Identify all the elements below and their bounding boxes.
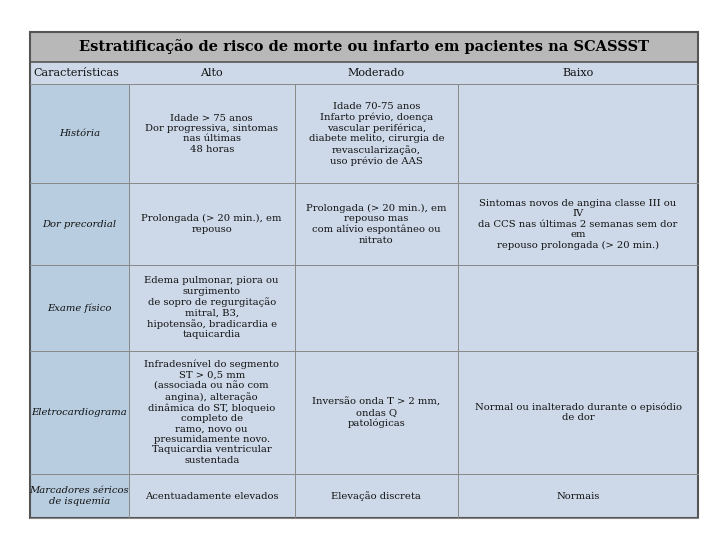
Text: Elevação discreta: Elevação discreta xyxy=(331,491,421,501)
Text: Sintomas novos de angina classe III ou
IV
da CCS nas últimas 2 semanas sem dor
e: Sintomas novos de angina classe III ou I… xyxy=(478,199,678,249)
Text: Prolongada (> 20 min.), em
repouso mas
com alívio espontâneo ou
nitrato: Prolongada (> 20 min.), em repouso mas c… xyxy=(306,204,446,245)
Text: Idade > 75 anos
Dor progressiva, sintomas
nas últimas
48 horas: Idade > 75 anos Dor progressiva, sintoma… xyxy=(145,113,278,154)
Text: Idade 70-75 anos
Infarto prévio, doença
vascular periférica,
diabete melito, cir: Idade 70-75 anos Infarto prévio, doença … xyxy=(309,102,444,166)
Text: Prolongada (> 20 min.), em
repouso: Prolongada (> 20 min.), em repouso xyxy=(141,214,282,234)
Text: Exame físico: Exame físico xyxy=(48,303,112,313)
Bar xyxy=(30,474,129,518)
Bar xyxy=(30,265,129,350)
Bar xyxy=(30,350,129,474)
Text: Alto: Alto xyxy=(200,68,223,78)
Text: Marcadores séricos
de isquemia: Marcadores séricos de isquemia xyxy=(30,487,130,506)
Text: Baixo: Baixo xyxy=(562,68,594,78)
Text: Eletrocardiograma: Eletrocardiograma xyxy=(32,408,127,417)
Text: Normal ou inalterado durante o episódio
de dor: Normal ou inalterado durante o episódio … xyxy=(474,402,682,422)
Text: Inversão onda T > 2 mm,
ondas Q
patológicas: Inversão onda T > 2 mm, ondas Q patológi… xyxy=(312,397,441,428)
Text: Edema pulmonar, piora ou
surgimento
de sopro de regurgitação
mitral, B3,
hipoten: Edema pulmonar, piora ou surgimento de s… xyxy=(145,276,279,339)
Text: História: História xyxy=(59,129,100,138)
Text: Infradesnível do segmento
ST > 0,5 mm
(associada ou não com
angina), alteração
d: Infradesnível do segmento ST > 0,5 mm (a… xyxy=(144,360,279,465)
Bar xyxy=(30,184,129,265)
Bar xyxy=(30,32,698,62)
Text: Dor precordial: Dor precordial xyxy=(42,220,117,228)
Text: Características: Características xyxy=(33,68,119,78)
Text: Moderado: Moderado xyxy=(348,68,405,78)
Bar xyxy=(30,84,129,184)
Text: Acentuadamente elevados: Acentuadamente elevados xyxy=(145,491,279,501)
Text: Estratificação de risco de morte ou infarto em pacientes na SCASSST: Estratificação de risco de morte ou infa… xyxy=(79,39,649,55)
Text: Normais: Normais xyxy=(557,491,600,501)
